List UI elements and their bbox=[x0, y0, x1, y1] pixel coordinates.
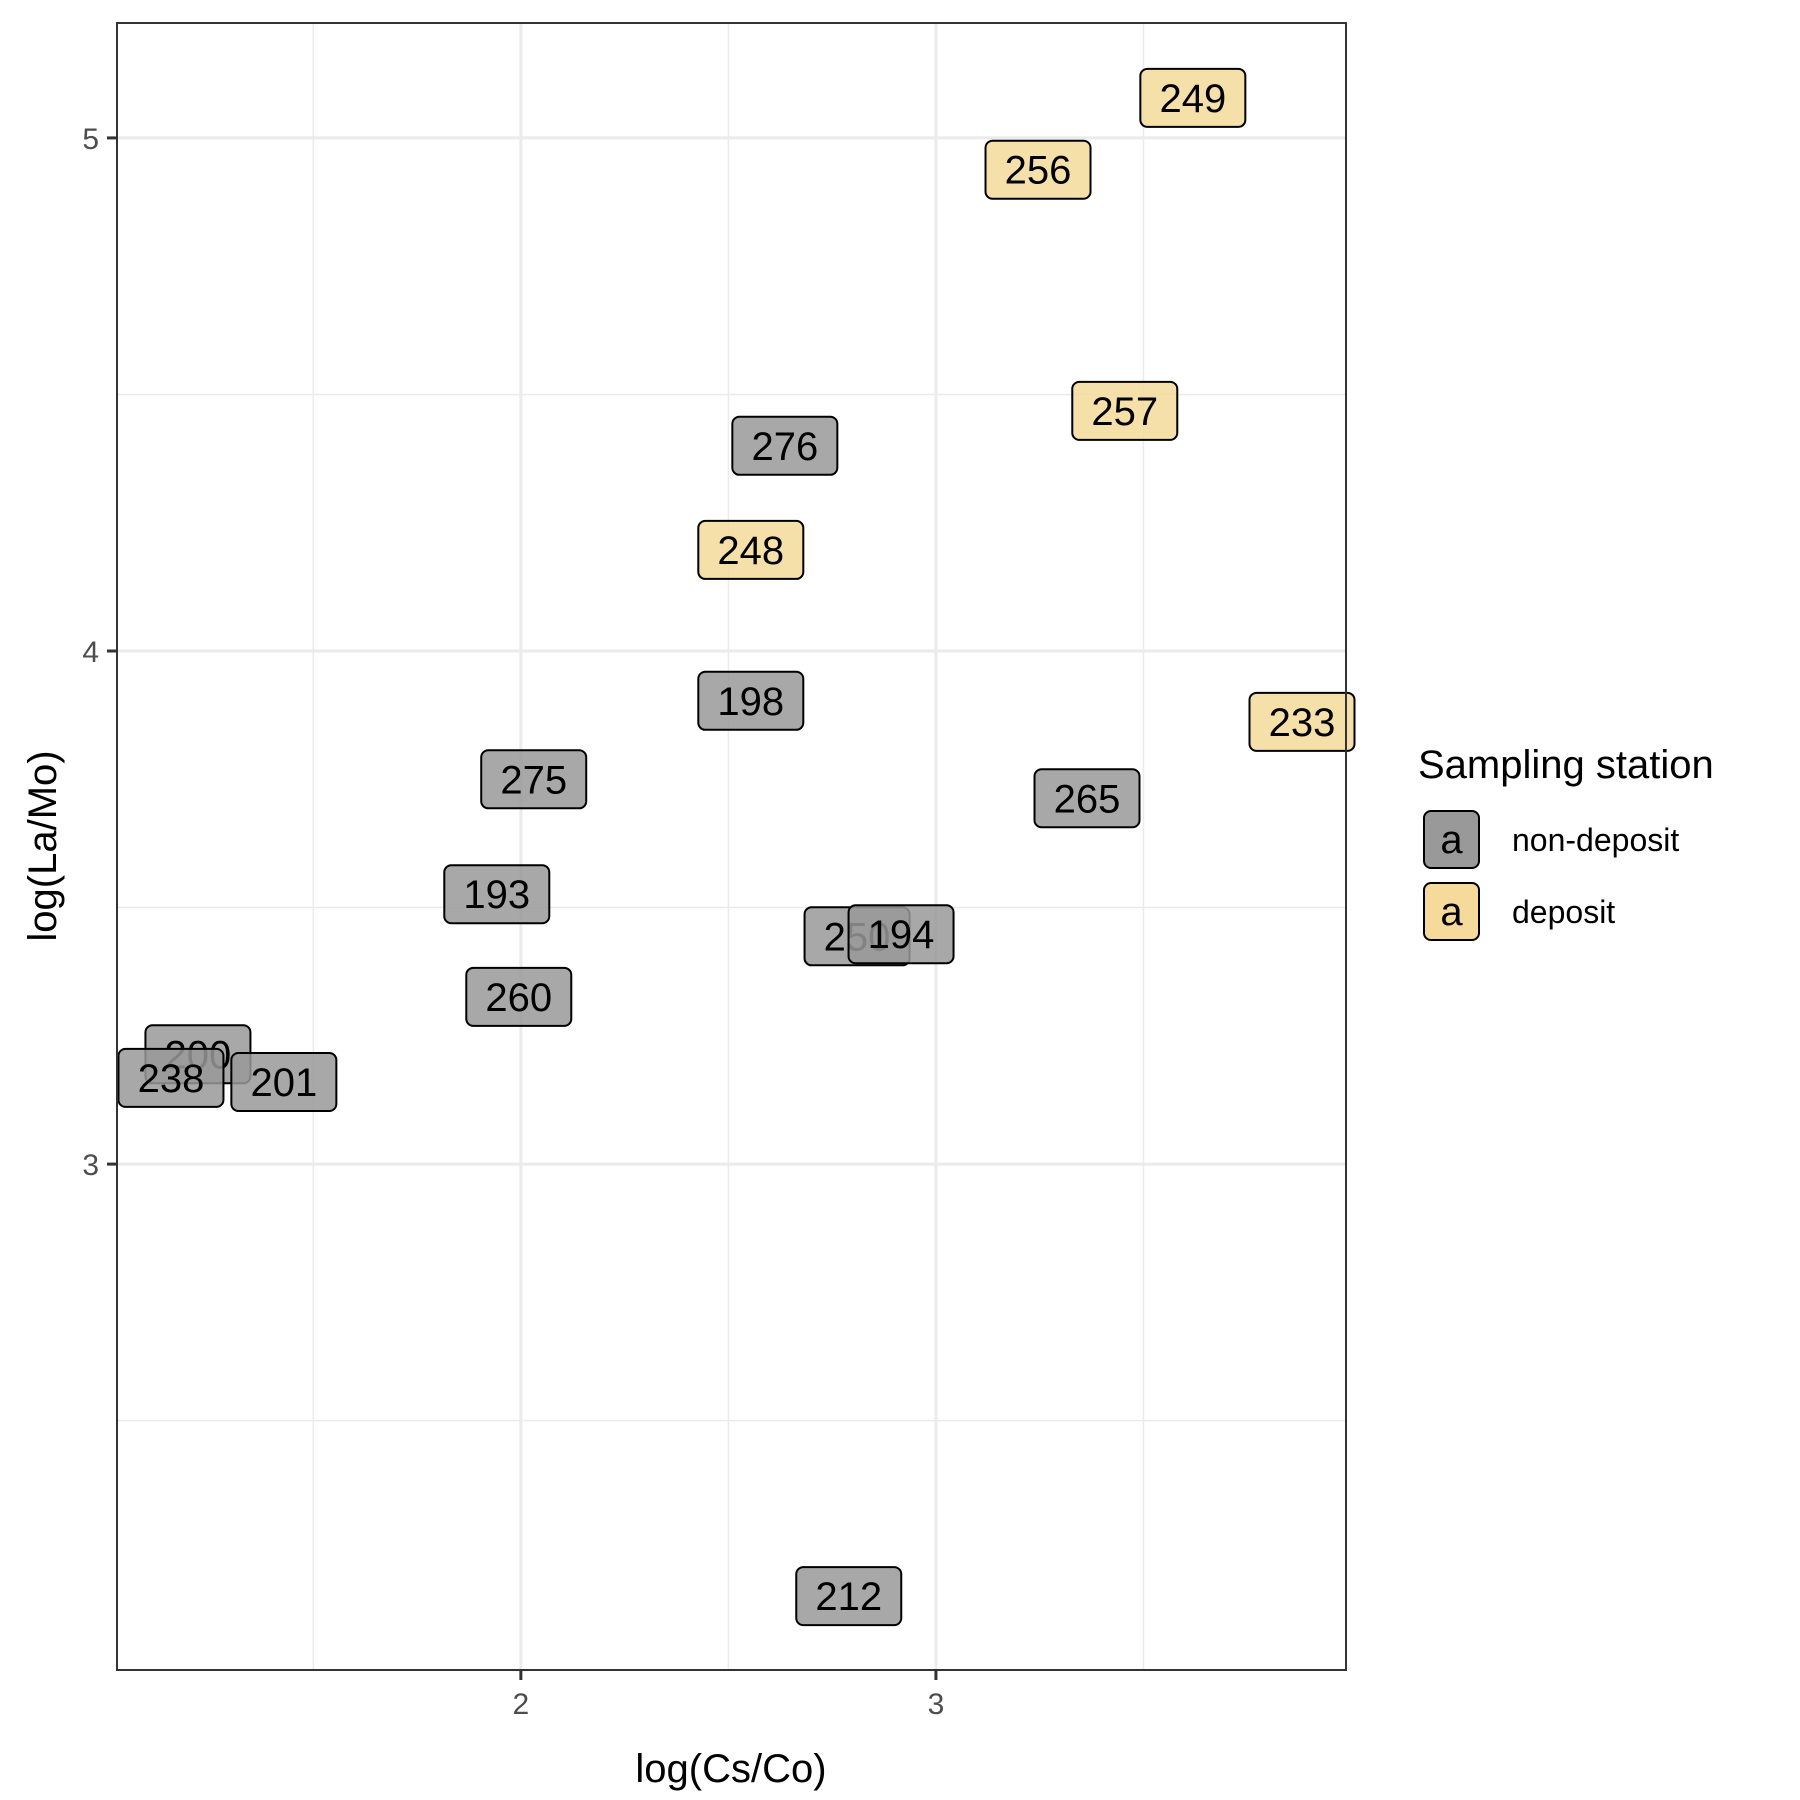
label-box bbox=[1071, 380, 1179, 441]
axes: 2 3 3 4 5 bbox=[82, 123, 944, 1721]
point-label-198: 198 bbox=[697, 670, 805, 731]
label-box bbox=[480, 749, 588, 810]
point-label-233: 233 bbox=[1248, 691, 1356, 752]
label-box bbox=[117, 1047, 225, 1108]
legend-key-glyph: a bbox=[1440, 818, 1463, 862]
y-tick-label: 5 bbox=[82, 123, 99, 156]
point-label-201: 201 bbox=[230, 1052, 338, 1113]
label-box bbox=[1139, 67, 1247, 128]
legend-key-non-deposit bbox=[1423, 810, 1480, 869]
x-tick-label: 2 bbox=[513, 1688, 530, 1721]
label-text: 201 bbox=[250, 1061, 317, 1105]
label-text: 275 bbox=[500, 758, 567, 802]
legend-title: Sampling station bbox=[1418, 743, 1714, 787]
point-label-212: 212 bbox=[795, 1566, 903, 1627]
point-label-248: 248 bbox=[697, 519, 805, 580]
point-label-256: 256 bbox=[984, 139, 1092, 200]
label-text: 238 bbox=[138, 1057, 205, 1101]
label-box bbox=[697, 519, 805, 580]
legend-key-glyph: a bbox=[1440, 890, 1463, 934]
point-label-238: 238 bbox=[117, 1047, 225, 1108]
point-label-257: 257 bbox=[1071, 380, 1179, 441]
point-label-276: 276 bbox=[731, 415, 839, 476]
panel-border bbox=[116, 22, 1347, 1671]
label-box bbox=[731, 415, 839, 476]
legend-key-deposit bbox=[1423, 882, 1480, 941]
legend-label-deposit: deposit bbox=[1512, 894, 1615, 930]
label-box bbox=[230, 1052, 338, 1113]
point-label-193: 193 bbox=[443, 864, 551, 925]
label-text: 193 bbox=[463, 873, 530, 917]
label-text: 212 bbox=[815, 1575, 882, 1619]
label-box bbox=[984, 139, 1092, 200]
point-label-249: 249 bbox=[1139, 67, 1247, 128]
legend-item-deposit: a deposit bbox=[1423, 882, 1615, 941]
label-text: 248 bbox=[717, 529, 784, 573]
label-text: 256 bbox=[1005, 149, 1072, 193]
label-text: 257 bbox=[1091, 390, 1158, 434]
point-label-275: 275 bbox=[480, 749, 588, 810]
point-label-194: 194 bbox=[847, 904, 955, 965]
y-tick-label: 3 bbox=[82, 1149, 99, 1182]
label-box bbox=[1248, 691, 1356, 752]
label-box bbox=[443, 864, 551, 925]
label-box bbox=[795, 1566, 903, 1627]
label-text: 276 bbox=[751, 425, 818, 469]
x-axis-title: log(Cs/Co) bbox=[635, 1747, 826, 1791]
point-labels: 2492562572762481982332752652501941932602… bbox=[117, 67, 1356, 1627]
label-text: 233 bbox=[1269, 701, 1336, 745]
label-text: 260 bbox=[485, 976, 552, 1020]
label-text: 265 bbox=[1054, 777, 1121, 821]
y-axis-title: log(La/Mo) bbox=[21, 750, 65, 941]
label-box bbox=[465, 966, 573, 1027]
legend-item-non-deposit: a non-deposit bbox=[1423, 810, 1679, 869]
legend-label-non-deposit: non-deposit bbox=[1512, 822, 1679, 858]
label-text: 194 bbox=[868, 913, 935, 957]
point-label-260: 260 bbox=[465, 966, 573, 1027]
point-label-265: 265 bbox=[1033, 768, 1141, 829]
label-text: 198 bbox=[717, 680, 784, 724]
label-box bbox=[697, 670, 805, 731]
label-text: 249 bbox=[1159, 77, 1226, 121]
major-gridlines bbox=[117, 23, 1346, 1670]
legend: Sampling station a non-deposit a deposit bbox=[1418, 743, 1714, 941]
label-box bbox=[1033, 768, 1141, 829]
y-tick-label: 4 bbox=[82, 636, 99, 669]
label-box bbox=[847, 904, 955, 965]
x-tick-label: 3 bbox=[928, 1688, 945, 1721]
